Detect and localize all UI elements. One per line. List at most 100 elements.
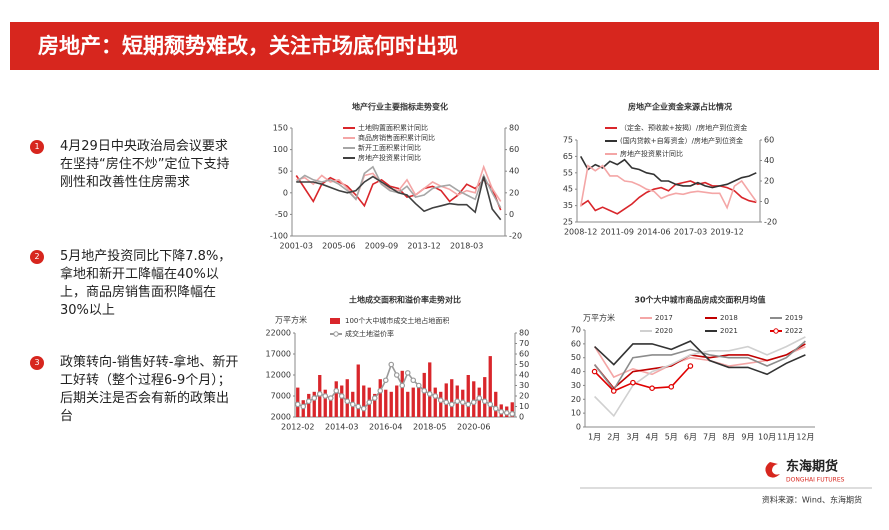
y2-tick-label: 60 (519, 350, 529, 359)
point (377, 387, 384, 394)
series-line (594, 365, 691, 392)
point (415, 382, 422, 389)
x-tick-label: 2012-02 (281, 423, 314, 432)
point (448, 401, 455, 408)
bar (307, 393, 311, 417)
bullet-text: 4月29日中央政治局会议要求在坚持“房住不炒”定位下支持刚性和改善性住房需求 (60, 139, 230, 190)
series-line (296, 164, 502, 202)
point (360, 405, 367, 412)
point (492, 405, 499, 412)
y2-tick-label: 60 (764, 136, 774, 145)
y2-tick-label: 0 (764, 197, 769, 206)
point (316, 391, 323, 397)
x-tick-label: 9月 (741, 433, 754, 442)
bar (323, 389, 327, 417)
point (327, 395, 334, 401)
point (344, 398, 351, 405)
legend-label: 2019 (785, 314, 803, 322)
x-tick-label: 8月 (722, 433, 735, 442)
y2-tick-label: 40 (519, 371, 529, 380)
point (393, 372, 400, 378)
x-tick-label: 4月 (646, 433, 659, 442)
x-tick-label: 7月 (703, 433, 716, 442)
bar (466, 375, 470, 417)
bullet-number: 3 (30, 356, 44, 370)
point (630, 379, 636, 386)
point (668, 384, 675, 390)
point (465, 401, 472, 408)
series-line (296, 175, 502, 221)
bar (312, 391, 316, 417)
bar (334, 381, 338, 417)
x-tick-label: 1月 (588, 433, 601, 442)
y2-tick-label: 40 (509, 167, 519, 176)
y2-tick-label: 0 (509, 210, 514, 219)
y2-tick-label: 0 (519, 413, 524, 422)
bar (422, 372, 426, 417)
y-tick-label: 70 (571, 326, 581, 335)
bar (362, 385, 366, 417)
point (498, 408, 505, 415)
series-line (295, 165, 502, 209)
y-tick-label: 12000 (266, 371, 291, 380)
bar (340, 385, 344, 417)
unit-label: 万平方米 (583, 313, 615, 323)
x-tick-label: 2014-03 (325, 423, 358, 432)
point (322, 393, 329, 399)
legend-swatch (330, 318, 340, 324)
legend-label: 2022 (785, 327, 803, 335)
chart-title: 土地成交面积和溢价率走势对比 (349, 295, 461, 305)
y-tick-label: 25 (563, 218, 573, 227)
x-tick-label: 10月 (758, 433, 776, 442)
x-tick-label: 11月 (777, 433, 795, 442)
point (333, 387, 340, 394)
x-tick-label: 12月 (796, 433, 814, 442)
bar (428, 362, 432, 417)
x-tick-label: 2005-06 (322, 242, 355, 251)
x-tick-label: 2019-12 (710, 228, 743, 237)
point (305, 398, 312, 405)
logo-icon (765, 462, 780, 478)
bar (494, 391, 498, 417)
point (300, 403, 307, 410)
bar (378, 379, 382, 417)
bar (356, 364, 360, 417)
y-tick-label: -50 (275, 210, 288, 219)
y2-tick-label: 10 (519, 402, 529, 411)
y-tick-label: 60 (571, 339, 581, 348)
bar (406, 391, 410, 417)
point (426, 391, 433, 397)
point (649, 385, 655, 392)
bullet-text: 5月地产投资同比下降7.8%，拿地和新开工降幅在40%以上，商品房销售面积降幅在… (60, 249, 232, 318)
y-tick-label: 150 (273, 124, 288, 133)
chart-title: 30个大中城市商品房成交面积月均值 (634, 295, 765, 305)
y-tick-label: 17000 (266, 350, 291, 359)
bar (395, 385, 399, 417)
point (366, 399, 373, 406)
y2-tick-label: 20 (764, 177, 774, 186)
x-tick-label: 2009-09 (365, 242, 398, 251)
point (509, 411, 516, 417)
logo-name: 东海期货 (786, 459, 838, 475)
y-tick-label: 10 (571, 409, 581, 418)
x-tick-label: 2月 (607, 433, 620, 442)
point (470, 399, 477, 406)
x-tick-label: 2013-12 (407, 242, 440, 251)
y2-tick-label: 80 (509, 124, 519, 133)
chart-title: 地产行业主要指标走势变化 (352, 102, 448, 112)
point (443, 399, 450, 406)
point (503, 409, 510, 416)
point (294, 401, 301, 408)
point (437, 397, 444, 404)
chart-title: 房地产企业资金来源占比情况 (628, 102, 732, 112)
point (687, 363, 694, 369)
series-line (579, 164, 757, 210)
point (421, 387, 428, 394)
y-tick-label: 2000 (271, 413, 291, 422)
y-tick-label: 0 (576, 423, 581, 432)
y-tick-label: 30 (571, 381, 581, 390)
point (349, 401, 356, 408)
x-tick-label: 2001-03 (280, 242, 313, 251)
legend-marker (333, 331, 339, 337)
